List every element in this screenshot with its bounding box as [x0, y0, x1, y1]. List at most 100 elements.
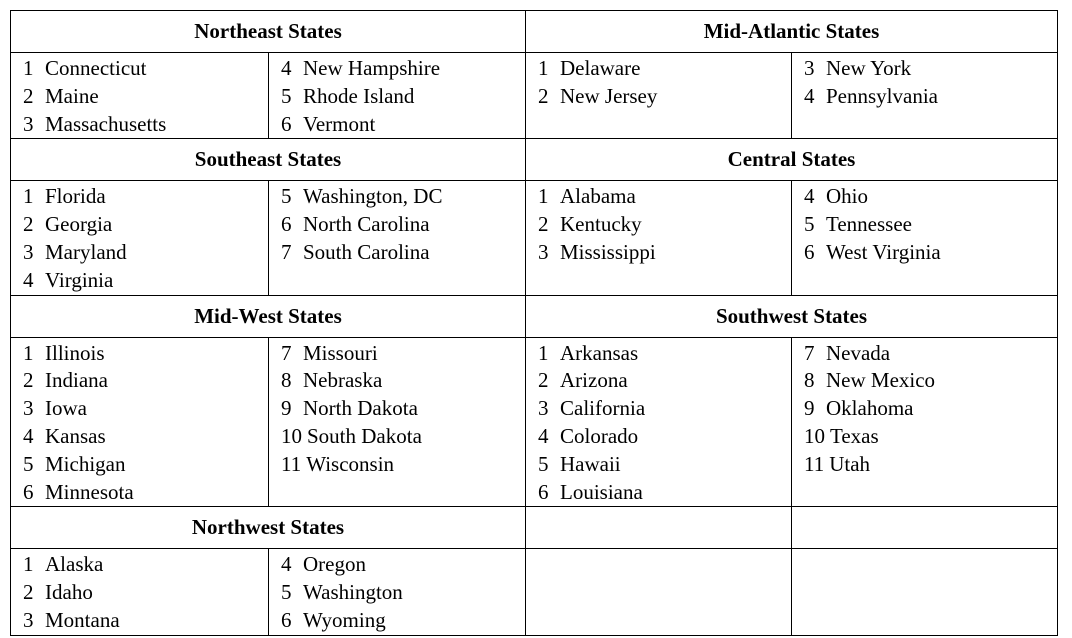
state-number: 2 — [538, 368, 549, 393]
state-number: 4 — [281, 552, 292, 577]
state-list: 1 Alaska 2 Idaho 3 Montana — [10, 548, 269, 636]
state-name: Mississippi — [560, 239, 656, 264]
state-number: 5 — [804, 212, 815, 237]
state-name: New Mexico — [826, 368, 936, 393]
state-name: South Carolina — [303, 239, 430, 264]
state-number: 6 — [281, 212, 292, 237]
state-name: Arizona — [560, 368, 628, 393]
state-name: Idaho — [45, 580, 93, 605]
state-number: 9 — [804, 396, 815, 421]
state-number: 11 — [804, 451, 825, 476]
state-item: 2 Georgia — [23, 211, 268, 239]
state-number: 8 — [804, 368, 815, 393]
state-item: 6 North Carolina — [281, 211, 525, 239]
state-item: 2 Idaho — [23, 579, 268, 607]
state-name: Montana — [45, 607, 120, 632]
region-title-northwest: Northwest States — [10, 506, 526, 550]
state-name: Pennsylvania — [826, 83, 938, 108]
state-item: 6 Minnesota — [23, 479, 268, 507]
state-item: 10 South Dakota — [281, 423, 525, 451]
state-item: 2 New Jersey — [538, 83, 791, 111]
state-name: Washington — [303, 580, 403, 605]
state-item: 8 Nebraska — [281, 367, 525, 395]
state-name: Wisconsin — [306, 451, 395, 476]
state-name: Kansas — [45, 423, 106, 448]
state-name: Nevada — [826, 340, 891, 365]
state-name: North Dakota — [303, 396, 418, 421]
state-item: 4 Virginia — [23, 267, 268, 295]
state-name: West Virginia — [826, 239, 941, 264]
state-name: California — [560, 396, 646, 421]
state-item: 4 Kansas — [23, 423, 268, 451]
state-name: Hawaii — [560, 451, 621, 476]
state-number: 2 — [23, 580, 34, 605]
empty-cell — [791, 506, 1058, 550]
state-number: 7 — [281, 340, 292, 365]
state-item: 1 Arkansas — [538, 340, 791, 368]
state-name: Oklahoma — [826, 396, 914, 421]
state-item: 3 Montana — [23, 607, 268, 635]
state-item: 2 Kentucky — [538, 211, 791, 239]
region-title-southwest: Southwest States — [525, 294, 1058, 338]
state-number: 2 — [23, 368, 34, 393]
state-item: 3 Massachusetts — [23, 111, 268, 139]
state-number: 5 — [23, 451, 34, 476]
state-item: 5 Tennessee — [804, 211, 1057, 239]
state-item: 3 Mississippi — [538, 239, 791, 267]
state-name: Michigan — [45, 451, 126, 476]
state-number: 4 — [804, 184, 815, 209]
state-item: 4 Oregon — [281, 551, 525, 579]
state-number: 1 — [538, 340, 549, 365]
state-name: New Jersey — [560, 83, 658, 108]
state-name: Colorado — [560, 423, 639, 448]
state-number: 3 — [23, 396, 34, 421]
state-number: 8 — [281, 368, 292, 393]
state-name: Connecticut — [45, 56, 147, 80]
state-number: 4 — [23, 267, 34, 292]
state-number: 1 — [538, 56, 549, 80]
state-number: 6 — [23, 479, 34, 504]
state-item: 4 Pennsylvania — [804, 83, 1057, 111]
state-name: Utah — [829, 451, 871, 476]
region-title-southeast: Southeast States — [10, 138, 526, 182]
state-item: 2 Maine — [23, 83, 268, 111]
state-name: Missouri — [303, 340, 378, 365]
region-title-mid-atlantic: Mid-Atlantic States — [525, 10, 1058, 53]
state-item: 5 Washington — [281, 579, 525, 607]
state-item: 1 Florida — [23, 183, 268, 211]
state-number: 1 — [23, 56, 34, 80]
state-item: 5 Washington, DC — [281, 183, 525, 211]
state-item: 7 Nevada — [804, 340, 1057, 368]
state-number: 4 — [281, 56, 292, 80]
state-number: 7 — [281, 239, 292, 264]
state-name: Minnesota — [45, 479, 134, 504]
state-number: 3 — [23, 111, 34, 136]
state-name: Indiana — [45, 368, 108, 393]
state-name: Washington, DC — [303, 184, 443, 209]
state-item: 1 Alaska — [23, 551, 268, 579]
empty-cell — [525, 506, 792, 550]
state-name: Alabama — [560, 184, 636, 209]
state-item: 10 Texas — [804, 423, 1057, 451]
state-item: 2 Indiana — [23, 367, 268, 395]
state-item: 7 Missouri — [281, 340, 525, 368]
state-number: 10 — [281, 423, 302, 448]
state-number: 5 — [281, 184, 292, 209]
state-item: 1 Alabama — [538, 183, 791, 211]
state-number: 1 — [538, 184, 549, 209]
state-item: 9 North Dakota — [281, 395, 525, 423]
state-list: 4 New Hampshire 5 Rhode Island 6 Vermont — [268, 51, 526, 140]
state-number: 3 — [538, 396, 549, 421]
state-number: 1 — [23, 340, 34, 365]
state-item: 9 Oklahoma — [804, 395, 1057, 423]
state-item: 4 Ohio — [804, 183, 1057, 211]
state-name: Tennessee — [826, 212, 912, 237]
state-item: 3 Maryland — [23, 239, 268, 267]
state-item: 2 Arizona — [538, 367, 791, 395]
state-name: Ohio — [826, 184, 868, 209]
state-number: 6 — [538, 479, 549, 504]
region-title-central: Central States — [525, 138, 1058, 182]
state-item: 5 Hawaii — [538, 451, 791, 479]
state-item: 1 Illinois — [23, 340, 268, 368]
state-item: 5 Michigan — [23, 451, 268, 479]
